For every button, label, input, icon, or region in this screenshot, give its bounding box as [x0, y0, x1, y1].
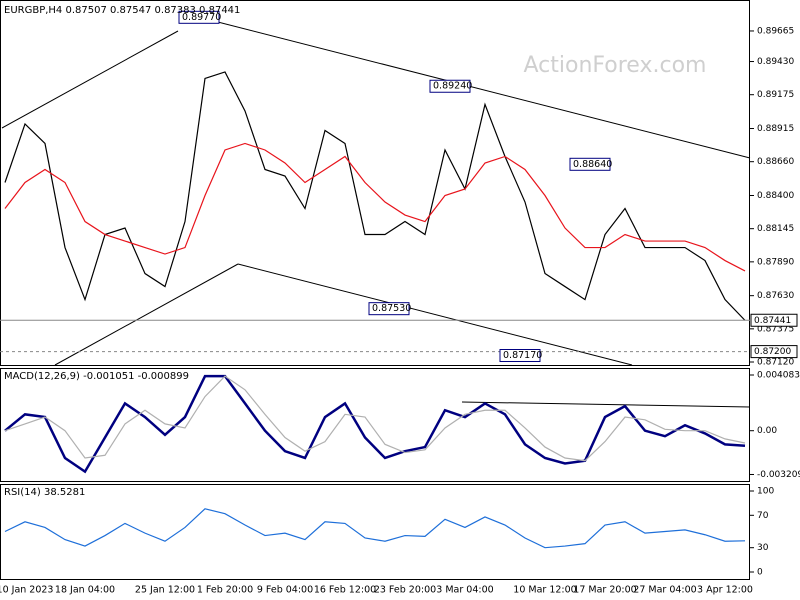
macd-title: MACD(12,26,9) -0.001051 -0.000899 [4, 371, 189, 382]
annotation: 0.87170 [503, 350, 542, 361]
y-tick-label: 0.87890 [757, 257, 794, 267]
watermark: ActionForex.com [524, 53, 707, 78]
y-tick-label: 0.87375 [757, 324, 794, 334]
price-box [750, 313, 798, 327]
y-tick-label: 70 [757, 511, 769, 521]
series-line [4, 508, 746, 549]
annotation-box [569, 157, 611, 171]
y-tick-label: 0.88915 [757, 124, 794, 134]
y-tick-label: 0.004083 [757, 371, 800, 381]
x-tick-label: 16 Feb 12:00 [314, 585, 376, 596]
y-tick-label: -0.003209 [757, 470, 800, 480]
annotation-box [178, 10, 220, 24]
y-tick-label: 0.87120 [757, 358, 794, 368]
y-tick-label: 30 [757, 543, 769, 553]
x-tick-label: 1 Feb 20:00 [197, 585, 253, 596]
x-tick-label: 3 Apr 12:00 [697, 585, 753, 596]
series-line [4, 375, 746, 462]
chart-title: EURGBP,H4 0.87507 0.87547 0.87383 0.8744… [4, 5, 240, 16]
trendline [1, 30, 179, 129]
annotation: 0.88640 [573, 159, 612, 170]
x-tick-label: 10 Mar 12:00 [513, 585, 576, 596]
annotation-box [368, 302, 410, 316]
series-line [4, 374, 746, 474]
series-line [4, 71, 746, 321]
x-tick-label: 23 Feb 20:00 [374, 585, 436, 596]
trendline [237, 263, 633, 366]
trendline [54, 263, 239, 366]
price-panel [0, 0, 750, 366]
price-label: 0.87200 [754, 347, 791, 357]
rsi-panel [0, 484, 750, 580]
trendline [461, 401, 751, 408]
price-label: 0.87441 [754, 316, 791, 326]
x-tick-label: 17 Mar 20:00 [573, 585, 636, 596]
x-tick-label: 25 Jan 12:00 [135, 585, 195, 596]
x-tick-label: 27 Mar 04:00 [633, 585, 696, 596]
x-tick-label: 9 Feb 04:00 [257, 585, 313, 596]
annotation: 0.89770 [182, 12, 221, 23]
macd-panel [0, 368, 750, 482]
x-tick-label: 10 Jan 2023 [0, 585, 53, 596]
trendline [209, 19, 751, 159]
y-tick-label: 0.88145 [757, 224, 794, 234]
y-tick-label: 0.89175 [757, 90, 794, 100]
x-tick-label: 18 Jan 04:00 [55, 585, 115, 596]
annotation: 0.89240 [433, 81, 472, 92]
y-tick-label: 0 [757, 568, 763, 578]
series-line [4, 142, 746, 272]
y-tick-label: 0.00 [757, 426, 777, 436]
y-tick-label: 100 [757, 487, 774, 497]
y-tick-label: 0.88660 [757, 157, 794, 167]
y-tick-label: 0.88400 [757, 191, 794, 201]
y-tick-label: 0.89665 [757, 26, 794, 36]
y-tick-label: 0.89430 [757, 57, 794, 67]
x-tick-label: 3 Mar 04:00 [436, 585, 493, 596]
annotation-box [429, 79, 471, 93]
rsi-title: RSI(14) 38.5281 [4, 487, 85, 498]
y-tick-label: 0.87630 [757, 291, 794, 301]
annotation-box [499, 349, 541, 363]
annotation: 0.87530 [372, 303, 411, 314]
price-box [750, 345, 798, 359]
